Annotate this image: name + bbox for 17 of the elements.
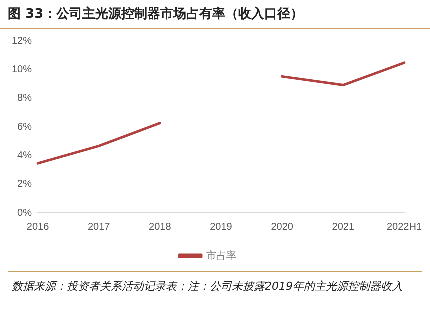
- x-tick-label: 2018: [149, 222, 172, 233]
- y-tick-label: 2%: [18, 179, 32, 190]
- y-tick-label: 0%: [18, 208, 32, 219]
- x-tick-label: 2016: [26, 222, 50, 233]
- x-tick-label: 2019: [210, 222, 233, 233]
- y-tick-label: 12%: [12, 36, 32, 47]
- x-tick-label: 2021: [332, 222, 355, 233]
- y-tick-label: 6%: [18, 122, 32, 133]
- y-tick-label: 8%: [18, 93, 32, 104]
- x-tick-label: 2017: [88, 222, 111, 233]
- y-tick-label: 10%: [12, 64, 32, 76]
- x-tick-label: 2020: [271, 222, 294, 233]
- chart-title: 图 33：公司主光源控制器市场占有率（收入口径）: [0, 0, 430, 29]
- source-note: 数据来源：投资者关系活动记录表；注：公司未披露2019年的主光源控制器收入: [8, 271, 422, 302]
- x-tick-label: 2022H1: [386, 222, 422, 233]
- legend-label: 市占率: [206, 250, 236, 262]
- y-tick-label: 4%: [18, 150, 32, 162]
